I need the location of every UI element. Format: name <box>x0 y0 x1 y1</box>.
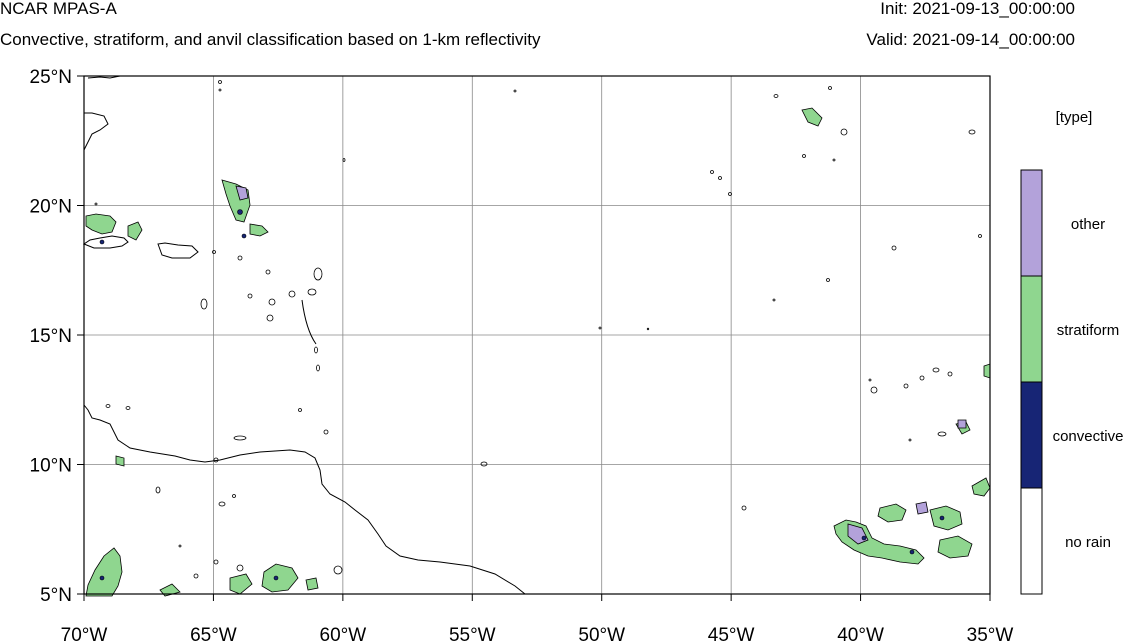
lon-tick-label: 70°W <box>61 625 108 641</box>
legend-title: [type] <box>1056 109 1093 126</box>
lon-tick-label: 50°W <box>578 625 625 641</box>
legend-swatch <box>1020 275 1043 383</box>
legend-swatch <box>1020 487 1043 595</box>
lon-tick-label: 55°W <box>449 625 496 641</box>
lon-tick-label: 45°W <box>708 625 755 641</box>
lon-tick-label: 60°W <box>320 625 367 641</box>
axis-labels: 25°N 20°N 15°N 10°N 5°N 70°W 65°W 60°W 55°W 50°W 4… <box>30 67 1014 641</box>
map-subtitle: Convective, stratiform, and anvil classi… <box>0 30 541 49</box>
legend-label: convective <box>1053 428 1124 445</box>
scattered-cells <box>94 80 982 579</box>
valid-time: Valid: 2021-09-14_00:00:00 <box>866 30 1075 49</box>
legend-label: other <box>1071 216 1105 233</box>
map-title: NCAR MPAS-A <box>0 0 117 18</box>
lon-tick-label: 35°W <box>967 625 1014 641</box>
init-time: Init: 2021-09-13_00:00:00 <box>880 0 1075 18</box>
legend-label: no rain <box>1065 534 1111 551</box>
lon-tick-label: 40°W <box>837 625 884 641</box>
legend-swatch <box>1020 169 1043 277</box>
lon-tick-label: 65°W <box>190 625 237 641</box>
legend: other stratiform convective no rain <box>1020 169 1124 595</box>
legend-swatch <box>1020 381 1043 489</box>
stratiform-areas <box>85 107 991 597</box>
convective-areas <box>99 209 945 581</box>
lat-tick-label: 10°N <box>30 456 72 477</box>
coastline <box>82 75 526 595</box>
lat-tick-label: 20°N <box>30 197 72 218</box>
lat-tick-label: 15°N <box>30 326 72 347</box>
lat-tick-label: 5°N <box>40 585 72 606</box>
lat-tick-label: 25°N <box>30 67 72 88</box>
legend-label: stratiform <box>1057 322 1120 339</box>
